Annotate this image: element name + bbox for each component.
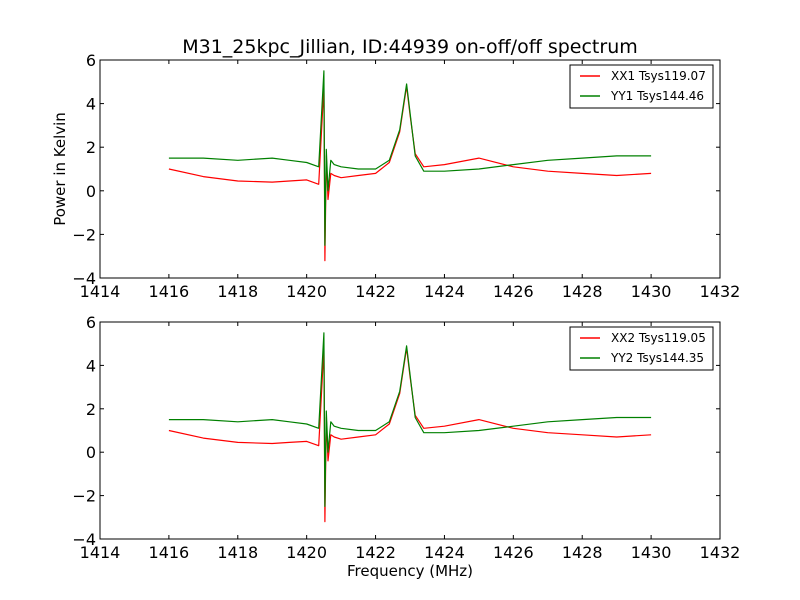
- bottom-series-yy-line: [168, 332, 652, 507]
- bottom-panel-series-lines: [168, 332, 652, 523]
- top-spectrum-panel: 1414 1416 1418 1420 1422 1424 1426 1428 1430 1432…: [51, 51, 740, 301]
- top-y-tick-label: 0: [86, 182, 96, 201]
- bottom-x-tick-label: 1428: [562, 543, 603, 562]
- bottom-y-tick-label: 2: [86, 400, 96, 419]
- top-series-xx-line: [168, 85, 652, 262]
- bottom-y-tick-label: 4: [86, 356, 96, 375]
- top-panel-series-lines: [168, 70, 652, 262]
- bottom-x-tick-label: 1416: [149, 543, 190, 562]
- top-x-tick-label: 1428: [562, 282, 603, 301]
- top-y-tick-label: 6: [86, 51, 96, 70]
- top-x-tick-label: 1432: [700, 282, 741, 301]
- bottom-y-tick-label: −2: [72, 487, 96, 506]
- top-x-tick-label: 1418: [217, 282, 258, 301]
- bottom-y-tick-label: 0: [86, 443, 96, 462]
- top-legend-box: [569, 64, 714, 109]
- top-panel-frame: [99, 59, 721, 279]
- top-legend-yy-label: YY1 Tsys144.46: [610, 89, 704, 103]
- top-x-tick-label: 1430: [631, 282, 672, 301]
- bottom-panel-ticks: 1414 1416 1418 1420 1422 1424 1426 1428 1430 1432…: [72, 313, 740, 562]
- bottom-x-tick-label: 1418: [217, 543, 258, 562]
- top-x-tick-label: 1416: [149, 282, 190, 301]
- y-axis-label: Power in Kelvin: [51, 112, 69, 226]
- top-x-tick-label: 1426: [493, 282, 534, 301]
- bottom-y-tick-label: 6: [86, 313, 96, 332]
- x-axis-label: Frequency (MHz): [347, 562, 473, 580]
- bottom-x-tick-label: 1420: [286, 543, 327, 562]
- bottom-y-tick-label: −4: [72, 530, 96, 549]
- bottom-spectrum-panel: 1414 1416 1418 1420 1422 1424 1426 1428 1430 1432…: [72, 313, 740, 580]
- top-series-yy-line: [168, 70, 652, 246]
- bottom-x-tick-label: 1424: [424, 543, 465, 562]
- top-x-tick-label: 1420: [286, 282, 327, 301]
- bottom-x-tick-label: 1426: [493, 543, 534, 562]
- top-panel-ticks: 1414 1416 1418 1420 1422 1424 1426 1428 1430 1432…: [72, 51, 740, 301]
- bottom-x-tick-label: 1432: [700, 543, 741, 562]
- bottom-x-tick-label: 1422: [355, 543, 396, 562]
- bottom-series-xx-line: [168, 347, 652, 523]
- bottom-legend-xx-label: XX2 Tsys119.05: [611, 331, 706, 345]
- top-legend: XX1 Tsys119.07 YY1 Tsys144.46: [569, 64, 714, 109]
- top-legend-xx-label: XX1 Tsys119.07: [611, 69, 706, 83]
- top-x-tick-label: 1422: [355, 282, 396, 301]
- bottom-x-tick-label: 1430: [631, 543, 672, 562]
- bottom-legend-box: [569, 326, 714, 371]
- bottom-legend-yy-label: YY2 Tsys144.35: [610, 351, 704, 365]
- bottom-panel-frame: [99, 321, 721, 540]
- top-x-tick-label: 1424: [424, 282, 465, 301]
- bottom-x-tick-label: 1414: [80, 543, 121, 562]
- chart-title: M31_25kpc_Jillian, ID:44939 on-off/off s…: [182, 36, 638, 58]
- bottom-legend: XX2 Tsys119.05 YY2 Tsys144.35: [569, 326, 714, 371]
- top-y-tick-label: −4: [72, 269, 96, 288]
- top-y-tick-label: 2: [86, 138, 96, 157]
- top-x-tick-label: 1414: [80, 282, 121, 301]
- top-y-tick-label: 4: [86, 95, 96, 114]
- top-y-tick-label: −2: [72, 225, 96, 244]
